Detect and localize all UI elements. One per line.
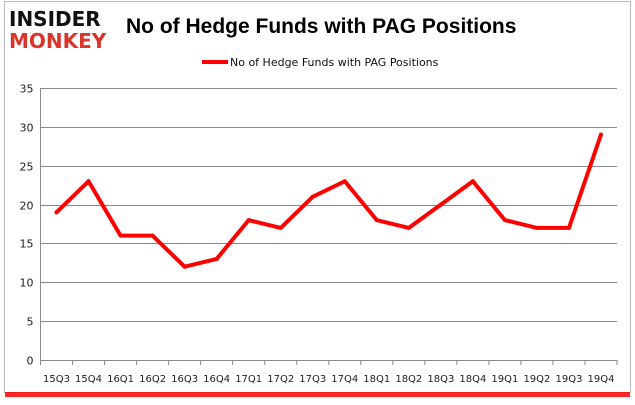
data-point: [502, 218, 507, 223]
data-point: [118, 233, 123, 238]
data-point: [534, 225, 539, 230]
y-tick-label: 15: [20, 238, 34, 251]
x-tick-label: 15Q3: [43, 374, 70, 385]
x-tick-label: 16Q4: [203, 374, 230, 385]
x-tick-label: 18Q3: [427, 374, 454, 385]
y-tick-label: 25: [20, 161, 34, 174]
x-tick-label: 16Q1: [107, 374, 134, 385]
x-tick-label: 18Q4: [459, 374, 486, 385]
data-point: [86, 179, 91, 184]
data-point: [470, 179, 475, 184]
x-tick-label: 16Q2: [139, 374, 166, 385]
x-tick-label: 19Q1: [491, 374, 518, 385]
x-tick-label: 19Q2: [523, 374, 550, 385]
data-point: [150, 233, 155, 238]
y-tick-label: 30: [20, 122, 34, 135]
chart-frame: [4, 1, 631, 393]
x-tick-label: 16Q3: [171, 374, 198, 385]
chart-title: No of Hedge Funds with PAG Positions: [126, 15, 516, 38]
x-tick-label: 18Q2: [395, 374, 422, 385]
x-tick-label: 17Q3: [299, 374, 326, 385]
data-point: [342, 179, 347, 184]
data-point: [54, 210, 59, 215]
frame-bottom-accent: [5, 392, 630, 397]
x-tick-label: 17Q4: [331, 374, 358, 385]
data-point: [406, 225, 411, 230]
x-tick-label: 17Q1: [235, 374, 262, 385]
logo: INSIDER MONKEY: [9, 7, 107, 53]
y-tick-label: 10: [20, 277, 34, 290]
x-tick-label: 17Q2: [267, 374, 294, 385]
y-tick-label: 5: [27, 316, 34, 329]
data-point: [214, 256, 219, 261]
x-tick-label: 19Q4: [588, 374, 615, 385]
y-tick-label: 20: [20, 200, 34, 213]
x-tick-label: 18Q1: [363, 374, 390, 385]
data-point: [182, 264, 187, 269]
logo-line1: INSIDER: [9, 7, 101, 31]
logo-line2: MONKEY: [9, 29, 107, 53]
y-tick-label: 0: [27, 355, 34, 368]
data-point: [438, 202, 443, 207]
data-point: [374, 218, 379, 223]
x-tick-label: 19Q3: [555, 374, 582, 385]
x-tick-label: 15Q4: [75, 374, 102, 385]
data-point: [310, 194, 315, 199]
legend-label: No of Hedge Funds with PAG Positions: [230, 56, 439, 69]
y-tick-label: 35: [20, 83, 34, 96]
data-point: [566, 225, 571, 230]
data-point: [246, 218, 251, 223]
series-line: [54, 132, 603, 269]
data-point: [278, 225, 283, 230]
data-point: [598, 132, 603, 137]
